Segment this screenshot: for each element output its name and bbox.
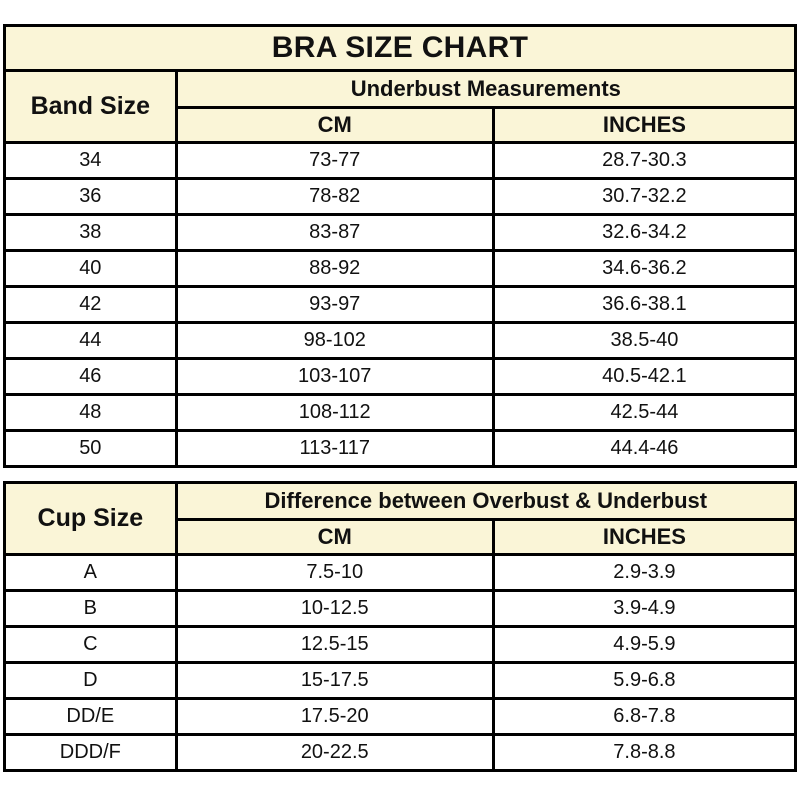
cup-size-cell: A [3, 553, 178, 592]
inches-value-cell: 5.9-6.8 [491, 661, 798, 700]
chart-title: BRA SIZE CHART [3, 24, 797, 72]
table-row: A 7.5-10 2.9-3.9 [3, 553, 798, 592]
table-row: B 10-12.5 3.9-4.9 [3, 589, 798, 628]
underbust-measurements-header: Underbust Measurements [174, 69, 798, 109]
table-row: D 15-17.5 5.9-6.8 [3, 661, 798, 700]
inches-value-cell: 42.5-44 [491, 393, 798, 432]
inches-value-cell: 32.6-34.2 [491, 213, 798, 252]
band-size-cell: 36 [3, 177, 178, 216]
table-row: 50 113-117 44.4-46 [3, 429, 798, 468]
cm-value-cell: 98-102 [174, 321, 495, 360]
band-size-cell: 46 [3, 357, 178, 396]
cm-value-cell: 20-22.5 [174, 733, 495, 772]
inches-value-cell: 40.5-42.1 [491, 357, 798, 396]
inches-value-cell: 30.7-32.2 [491, 177, 798, 216]
band-size-cell: 50 [3, 429, 178, 468]
cm-value-cell: 83-87 [174, 213, 495, 252]
band-size-cell: 40 [3, 249, 178, 288]
table-row: 36 78-82 30.7-32.2 [3, 177, 798, 216]
cm-value-cell: 93-97 [174, 285, 495, 324]
cm-value-cell: 10-12.5 [174, 589, 495, 628]
difference-header: Difference between Overbust & Underbust [174, 481, 798, 521]
cm-value-cell: 73-77 [174, 141, 495, 180]
cm-value-cell: 103-107 [174, 357, 495, 396]
inches-value-cell: 3.9-4.9 [491, 589, 798, 628]
cup-size-cell: D [3, 661, 178, 700]
cup-size-cell: C [3, 625, 178, 664]
table-row: 42 93-97 36.6-38.1 [3, 285, 798, 324]
cm-value-cell: 113-117 [174, 429, 495, 468]
table-row: 44 98-102 38.5-40 [3, 321, 798, 360]
cm-value-cell: 7.5-10 [174, 553, 495, 592]
band-size-cell: 34 [3, 141, 178, 180]
cup-size-cell: DD/E [3, 697, 178, 736]
table-row: DDD/F 20-22.5 7.8-8.8 [3, 733, 798, 772]
band-size-cell: 44 [3, 321, 178, 360]
inches-value-cell: 38.5-40 [491, 321, 798, 360]
table-row: 48 108-112 42.5-44 [3, 393, 798, 432]
inches-value-cell: 2.9-3.9 [491, 553, 798, 592]
cup-size-cell: B [3, 589, 178, 628]
cm-value-cell: 78-82 [174, 177, 495, 216]
inches-value-cell: 7.8-8.8 [491, 733, 798, 772]
inches-value-cell: 34.6-36.2 [491, 249, 798, 288]
table-gap [3, 468, 797, 481]
table-row: 40 88-92 34.6-36.2 [3, 249, 798, 288]
table-row: 34 73-77 28.7-30.3 [3, 141, 798, 180]
cm-column-header: CM [174, 518, 495, 556]
band-size-column-header: Band Size [3, 69, 178, 144]
inches-value-cell: 28.7-30.3 [491, 141, 798, 180]
band-size-cell: 38 [3, 213, 178, 252]
cm-value-cell: 88-92 [174, 249, 495, 288]
table-row: 38 83-87 32.6-34.2 [3, 213, 798, 252]
inches-value-cell: 44.4-46 [491, 429, 798, 468]
cup-size-table: Cup Size Difference between Overbust & U… [3, 481, 798, 772]
inches-column-header: INCHES [491, 106, 798, 144]
band-size-table: BRA SIZE CHART Band Size Underbust Measu… [3, 24, 798, 468]
table-row: C 12.5-15 4.9-5.9 [3, 625, 798, 664]
inches-column-header: INCHES [491, 518, 798, 556]
cm-column-header: CM [174, 106, 495, 144]
cup-size-cell: DDD/F [3, 733, 178, 772]
cm-value-cell: 15-17.5 [174, 661, 495, 700]
cm-value-cell: 108-112 [174, 393, 495, 432]
inches-value-cell: 6.8-7.8 [491, 697, 798, 736]
cm-value-cell: 12.5-15 [174, 625, 495, 664]
table-row: DD/E 17.5-20 6.8-7.8 [3, 697, 798, 736]
table-row: 46 103-107 40.5-42.1 [3, 357, 798, 396]
inches-value-cell: 4.9-5.9 [491, 625, 798, 664]
inches-value-cell: 36.6-38.1 [491, 285, 798, 324]
band-size-cell: 48 [3, 393, 178, 432]
cup-size-column-header: Cup Size [3, 481, 178, 556]
band-size-cell: 42 [3, 285, 178, 324]
bra-size-chart-page: BRA SIZE CHART Band Size Underbust Measu… [3, 24, 798, 772]
cm-value-cell: 17.5-20 [174, 697, 495, 736]
